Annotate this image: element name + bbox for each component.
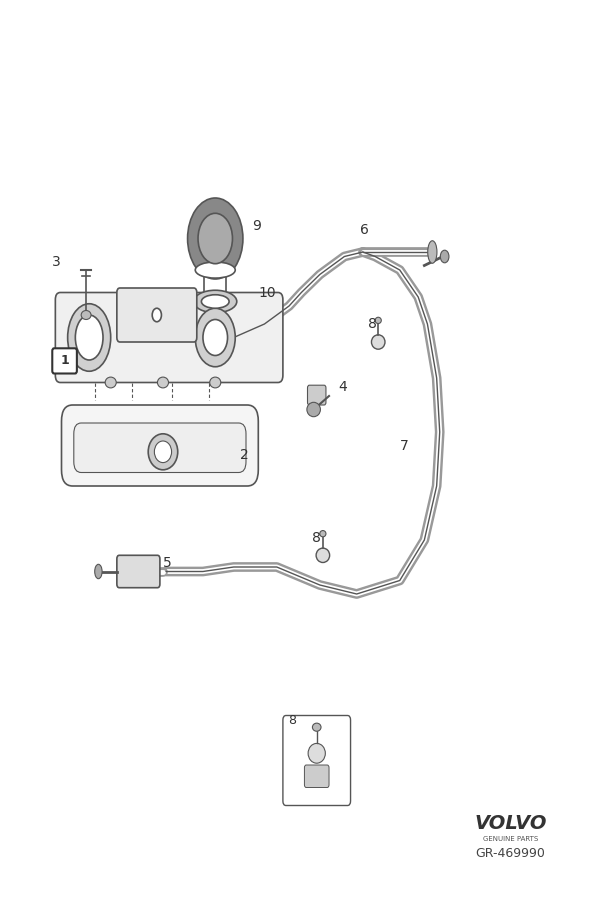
Ellipse shape xyxy=(81,310,91,320)
Ellipse shape xyxy=(371,335,385,349)
Ellipse shape xyxy=(194,290,237,313)
Ellipse shape xyxy=(157,377,169,388)
Text: 8: 8 xyxy=(368,318,376,331)
Ellipse shape xyxy=(75,315,103,360)
Ellipse shape xyxy=(203,320,228,356)
FancyBboxPatch shape xyxy=(283,716,351,806)
Bar xyxy=(204,270,226,306)
Text: 1: 1 xyxy=(60,355,69,367)
FancyBboxPatch shape xyxy=(55,292,283,382)
Text: 3: 3 xyxy=(52,255,61,268)
Text: 10: 10 xyxy=(258,286,276,300)
FancyBboxPatch shape xyxy=(62,405,258,486)
FancyBboxPatch shape xyxy=(117,555,160,588)
Text: GENUINE PARTS: GENUINE PARTS xyxy=(483,836,538,842)
Ellipse shape xyxy=(95,564,102,579)
Ellipse shape xyxy=(210,377,221,388)
Ellipse shape xyxy=(68,304,111,371)
Circle shape xyxy=(188,198,243,279)
Ellipse shape xyxy=(154,441,172,463)
FancyBboxPatch shape xyxy=(304,765,329,788)
Ellipse shape xyxy=(105,377,116,388)
Ellipse shape xyxy=(375,318,381,323)
Text: 8: 8 xyxy=(288,715,296,727)
Ellipse shape xyxy=(148,434,178,470)
Text: 5: 5 xyxy=(163,556,172,570)
FancyBboxPatch shape xyxy=(117,288,197,342)
Text: 2: 2 xyxy=(240,448,248,462)
Ellipse shape xyxy=(440,250,449,263)
Text: VOLVO: VOLVO xyxy=(474,814,547,833)
Ellipse shape xyxy=(320,530,326,536)
Ellipse shape xyxy=(196,262,235,278)
Ellipse shape xyxy=(427,240,437,263)
Text: 7: 7 xyxy=(400,439,408,453)
Ellipse shape xyxy=(316,548,330,562)
Text: GR-469990: GR-469990 xyxy=(475,847,546,860)
Text: 8: 8 xyxy=(312,531,321,544)
FancyBboxPatch shape xyxy=(74,423,246,473)
Ellipse shape xyxy=(152,308,161,322)
FancyBboxPatch shape xyxy=(52,348,77,374)
Circle shape xyxy=(198,213,232,264)
Ellipse shape xyxy=(307,402,320,417)
Ellipse shape xyxy=(312,724,321,731)
Text: 4: 4 xyxy=(338,381,347,394)
Text: 9: 9 xyxy=(252,219,261,232)
Ellipse shape xyxy=(202,295,229,308)
Ellipse shape xyxy=(308,743,325,763)
Text: 6: 6 xyxy=(360,223,368,237)
FancyBboxPatch shape xyxy=(308,385,326,405)
Ellipse shape xyxy=(196,308,235,367)
